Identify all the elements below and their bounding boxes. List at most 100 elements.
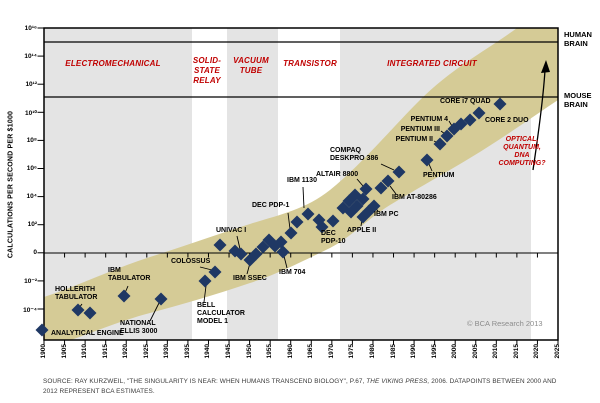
callout-dec-pdp-1: DEC PDP-1	[252, 202, 290, 209]
mouse-brain-label: MOUSE BRAIN	[564, 91, 592, 109]
callout-ibm: IBM TABULATOR	[108, 267, 151, 282]
callout-pentium-iii: PENTIUM III	[400, 126, 440, 133]
data-point-hollerith-tabulator	[71, 303, 85, 317]
x-axis-year-label: 2015	[512, 344, 520, 359]
y-axis-tick-label: 10⁸	[26, 136, 37, 144]
era-label-solid-state-relay: SOLID- STATE RELAY	[192, 56, 222, 85]
x-axis-year-label: 2005	[471, 344, 479, 359]
y-axis-tick-label: 10¹⁶	[24, 24, 37, 32]
source-text-cont: 2006. DATAPOINTS BETWEEN 2000 AND 2012 R…	[43, 378, 557, 395]
data-point-diamond	[356, 192, 370, 206]
data-point-diamond	[463, 113, 477, 127]
callout-apple-ii: APPLE II	[347, 227, 377, 234]
x-axis-year-label: 1990	[410, 344, 418, 359]
data-point-national-ellis-3000	[154, 292, 168, 306]
callout-ibm-1130: IBM 1130	[287, 177, 317, 184]
x-axis-year-label: 1930	[163, 344, 171, 359]
x-axis-year-label: 2020	[533, 344, 541, 359]
data-point-diamond	[213, 238, 227, 252]
x-axis-year-label: 2010	[492, 344, 500, 359]
callout-univac-i: UNIVAC I	[216, 227, 247, 234]
data-point-ibm-pc	[367, 199, 381, 213]
y-axis-tick-label: 10⁻²	[24, 278, 37, 286]
callout-altair-8800: ALTAIR 8800	[316, 171, 359, 178]
x-axis-year-label: 1955	[266, 344, 274, 359]
x-axis-year-label: 1965	[307, 344, 315, 359]
data-point-diamond	[326, 214, 340, 228]
data-point-ibm-1130	[301, 207, 315, 221]
callout-compaq: COMPAQ DESKPRO 386	[330, 147, 379, 162]
callout-colossus: COLOSSUS	[171, 258, 211, 265]
callout-leader-line	[203, 285, 207, 303]
data-point-compaq-deskpro-386	[392, 165, 406, 179]
x-axis-year-label: 1975	[348, 344, 356, 359]
y-axis-tick-label: 10⁶	[26, 165, 37, 172]
source-text: SOURCE: RAY KURZWEIL, "THE SINGULARITY I…	[43, 378, 367, 386]
callout-ibm-pc: IBM PC	[374, 211, 399, 218]
data-point-dec-pdp-1	[284, 226, 298, 240]
y-axis-tick-label: 0	[33, 249, 37, 257]
data-point-pentium-iii	[440, 129, 454, 143]
future-computing-label: OPTICAL, QUANTUM, DNA COMPUTING?	[498, 136, 546, 167]
y-axis-tick-label: 10¹⁴	[24, 52, 37, 60]
x-axis-year-label: 2025	[554, 344, 561, 359]
x-axis-year-label: 1960	[286, 344, 294, 359]
x-axis-year-label: 1940	[204, 344, 212, 359]
era-label-transistor: TRANSISTOR	[283, 59, 337, 68]
data-point-diamond	[374, 181, 388, 195]
data-point-core-2-duo	[472, 106, 486, 120]
x-axis-year-label: 1985	[389, 344, 397, 359]
data-point-dec-pdp-10	[315, 220, 329, 234]
human-brain-label: HUMAN BRAIN	[564, 30, 592, 48]
callout-leader-line	[283, 255, 288, 269]
data-point-diamond	[249, 247, 263, 261]
callout-pentium: PENTIUM	[423, 172, 455, 179]
callout-national: NATIONAL ELLIS 3000	[120, 320, 158, 335]
plot-border	[43, 27, 559, 341]
y-axis-tick-label: 10⁻⁴	[23, 306, 37, 314]
callout-analytical-engine: ANALYTICAL ENGINE	[51, 330, 124, 337]
callout-leader-line	[236, 235, 241, 250]
trend-band	[44, 28, 558, 340]
x-axis-year-label: 1920	[122, 344, 130, 359]
callout-leader-line	[356, 178, 364, 187]
source-note: SOURCE: RAY KURZWEIL, "THE SINGULARITY I…	[43, 377, 559, 396]
callout-pentium-4: PENTIUM 4	[410, 116, 448, 123]
data-point-pentium	[420, 153, 434, 167]
callout-leader-line	[380, 163, 395, 171]
future-arrow-head	[541, 60, 550, 73]
callout-leader-line	[389, 185, 397, 195]
callout-leader-line	[199, 266, 213, 271]
callout-leader-line	[287, 212, 291, 230]
x-axis-year-label: 1935	[183, 344, 191, 359]
callout-dec: DEC PDP-10	[321, 230, 346, 245]
x-axis-year-label: 1915	[101, 344, 109, 359]
y-axis-tick-label: 10¹⁰	[24, 109, 37, 117]
x-axis-year-label: 1980	[368, 344, 376, 359]
callout-leader-line	[302, 186, 305, 209]
callout-ibm-704: IBM 704	[279, 269, 306, 276]
data-point-pentium-ii	[433, 137, 447, 151]
data-point-colossus	[208, 265, 222, 279]
x-axis-year-label: 1970	[327, 344, 335, 359]
x-axis-year-label: 1950	[245, 344, 253, 359]
callout-leader-line	[428, 163, 433, 172]
copyright-notice: © BCA Research 2013	[467, 319, 543, 328]
era-label-electromechanical: ELECTROMECHANICAL	[65, 59, 161, 68]
data-point-altair-8800	[359, 182, 373, 196]
data-point-diamond	[290, 215, 304, 229]
callout-leader-line	[149, 302, 160, 322]
x-axis-year-label: 1995	[430, 344, 438, 359]
x-axis-year-label: 1925	[142, 344, 150, 359]
data-point-core-i7-quad	[493, 97, 507, 111]
data-point-bell-calculator-model-1	[198, 274, 212, 288]
x-axis-year-label: 1900	[40, 344, 47, 359]
data-point-ibm-704	[276, 245, 290, 259]
callout-core-i7-quad: CORE i7 QUAD	[440, 98, 491, 105]
era-shading-band	[227, 28, 278, 340]
callout-ibm-ssec: IBM SSEC	[233, 275, 267, 282]
callout-ibm-at-80286: IBM AT-80286	[392, 194, 437, 201]
data-point-ibm-at-80286	[381, 174, 395, 188]
era-label-vacuum-tube: VACUUM TUBE	[233, 56, 269, 75]
